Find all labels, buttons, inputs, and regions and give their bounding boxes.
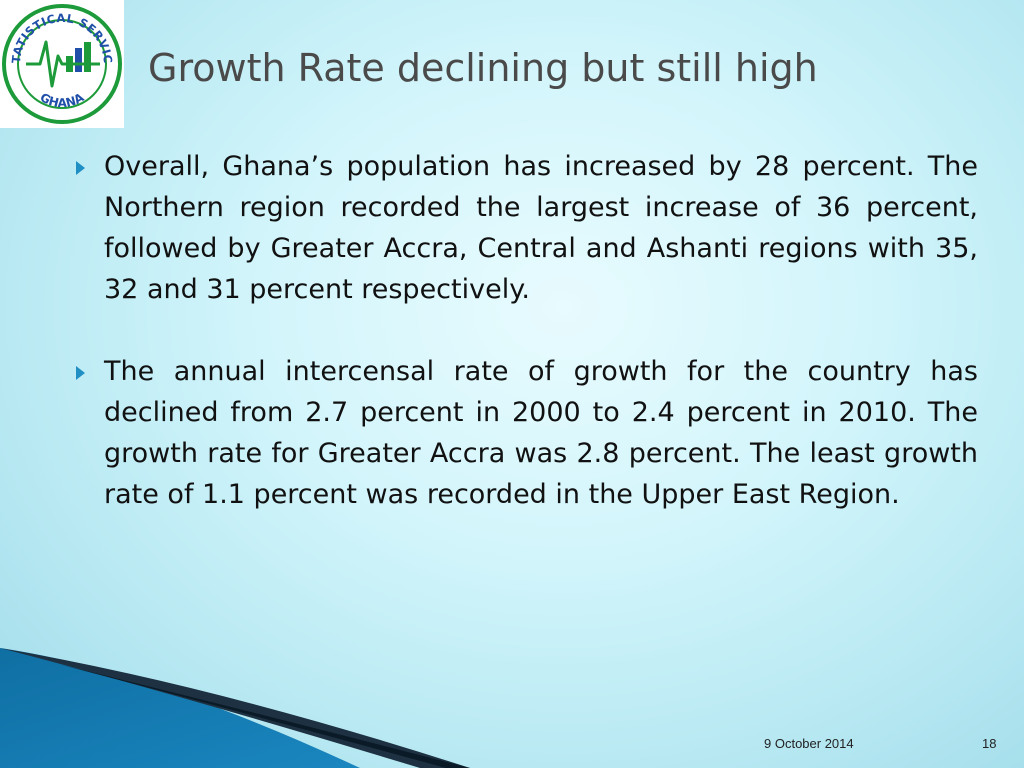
svg-text:GHANA: GHANA [38,90,87,110]
logo-bottom-text: GHANA [38,90,87,110]
logo-emblem-icon: STATISTICAL SERVICE GHANA [0,0,122,124]
bullet-item: Overall, Ghana’s population has increase… [72,146,978,310]
bullet-item: The annual intercensal rate of growth fo… [72,351,978,515]
triangle-bullet-icon [76,366,85,380]
bullet-text: The annual intercensal rate of growth fo… [104,356,978,510]
statistical-service-logo: STATISTICAL SERVICE GHANA [0,0,124,128]
corner-swoosh-decoration [0,648,470,768]
page-title: Growth Rate declining but still high [148,46,818,90]
triangle-bullet-icon [76,161,85,175]
bullet-list: Overall, Ghana’s population has increase… [72,146,978,515]
footer-date: 9 October 2014 [764,736,854,751]
page-number: 18 [982,736,997,751]
bullet-text: Overall, Ghana’s population has increase… [104,151,978,305]
